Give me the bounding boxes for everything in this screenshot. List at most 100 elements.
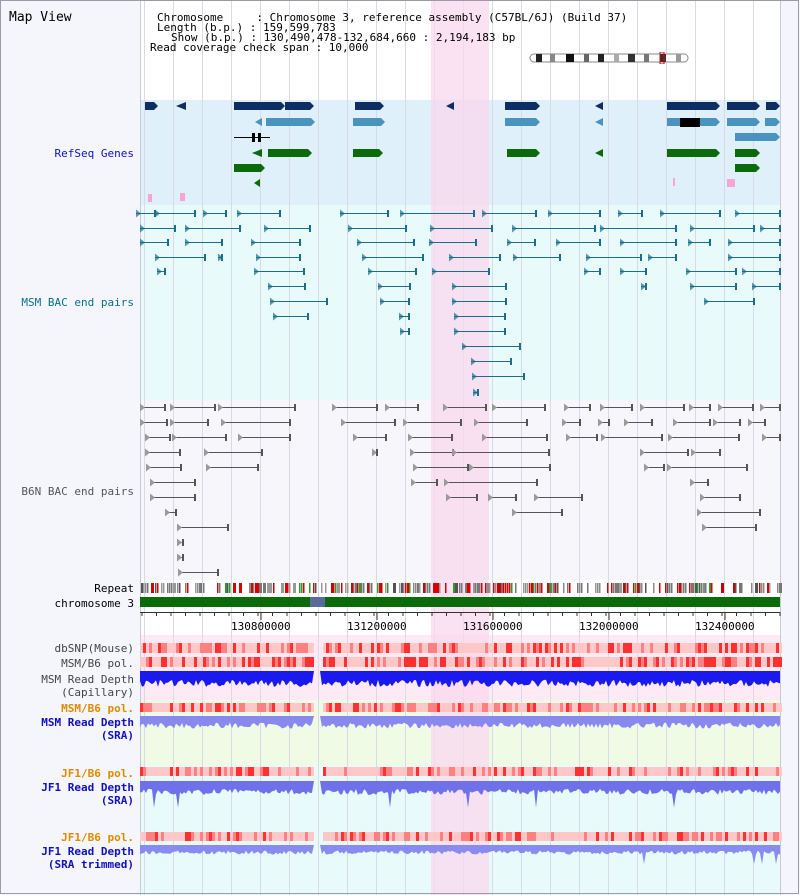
bac-end (746, 464, 748, 471)
bac-end (169, 434, 171, 441)
chromosome-ideogram[interactable] (528, 52, 690, 64)
bac-end (709, 239, 711, 246)
bac-end (601, 433, 606, 442)
track-label-dbsnp[interactable]: dbSNP(Mouse) (54, 642, 134, 655)
bac-end (409, 283, 411, 290)
gene-feature (766, 102, 776, 110)
gene-feature (735, 133, 776, 141)
msm-bac-features[interactable] (136, 209, 781, 397)
bac-end (752, 404, 754, 411)
track-label-msm-bac[interactable]: MSM BAC end pairs (21, 296, 134, 309)
bac-end (472, 372, 477, 381)
bac-end (690, 224, 695, 233)
bac-end (482, 209, 487, 218)
track-label-jf1-pol[interactable]: JF1/B6 pol. (61, 767, 134, 780)
track-label-msm-b6-pol[interactable]: MSM/B6 pol. (61, 657, 134, 670)
bac-end (704, 297, 709, 306)
gene-mark (727, 179, 735, 187)
gene-mark (148, 194, 152, 202)
read-depth-tracks[interactable] (140, 671, 780, 864)
bac-end (194, 494, 196, 501)
gene-feature (255, 118, 262, 126)
track-label-jf1-pol-2[interactable]: JF1/B6 pol. (61, 831, 134, 844)
bac-end (713, 418, 718, 427)
bac-end (675, 225, 677, 232)
bac-end (214, 404, 216, 411)
bac-end (179, 449, 181, 456)
bac-end (620, 238, 625, 247)
bac-end (596, 434, 598, 441)
track-label-b6n-bac[interactable]: B6N BAC end pairs (21, 485, 134, 498)
bac-end (482, 433, 487, 442)
bac-end (164, 404, 166, 411)
refseq-gene-features[interactable] (145, 102, 780, 202)
gene-feature-arrow (716, 149, 720, 157)
bac-end (668, 433, 673, 442)
track-label-refseq[interactable]: RefSeq Genes (54, 147, 134, 160)
bac-end (688, 238, 693, 247)
axis-tick-label-4: 132000000 (579, 620, 639, 633)
gene-feature (145, 102, 154, 110)
bac-end (451, 434, 453, 441)
bac-end (454, 327, 459, 336)
bac-end (683, 404, 685, 411)
bac-end (429, 238, 434, 247)
bac-end (534, 493, 539, 502)
bac-end (742, 267, 747, 276)
bac-end (170, 418, 175, 427)
bac-end (387, 210, 389, 217)
info-length: Length (b.p.) : 159,599,783 (157, 21, 336, 34)
label-column-bg (0, 0, 140, 895)
bac-end (779, 268, 781, 275)
gene-exon (680, 118, 700, 127)
bac-end (380, 297, 385, 306)
bac-end (372, 448, 377, 457)
bac-end (700, 493, 705, 502)
heatmap-tracks[interactable] (140, 643, 782, 841)
bac-end (618, 209, 623, 218)
bac-end (225, 210, 227, 217)
track-label-jf1-depth-2[interactable]: JF1 Read Depth (41, 845, 134, 858)
bac-end (221, 254, 223, 261)
bac-end (294, 404, 296, 411)
bac-end (166, 419, 168, 426)
bac-end (237, 209, 242, 218)
bac-end (548, 209, 553, 218)
bac-end (348, 224, 353, 233)
bac-end (691, 448, 696, 457)
bac-end (505, 298, 507, 305)
bac-end (753, 225, 755, 232)
bac-end (221, 418, 226, 427)
bac-end (675, 254, 677, 261)
bac-end (400, 209, 405, 218)
ideogram-position-marker (659, 52, 665, 64)
gene-feature (735, 164, 756, 172)
bac-end (136, 209, 141, 218)
bac-end (599, 268, 601, 275)
gene-feature (505, 102, 536, 110)
b6n-bac-features[interactable] (140, 403, 781, 577)
chromosome-bar[interactable] (140, 597, 780, 607)
bac-end (289, 419, 291, 426)
repeat-track[interactable] (141, 583, 782, 593)
bac-end (709, 404, 711, 411)
bac-end (185, 238, 190, 247)
bac-end (150, 478, 155, 487)
bac-end (174, 225, 176, 232)
track-label-repeat[interactable]: Repeat (94, 582, 134, 595)
track-label-msm-depth-capillary[interactable]: MSM Read Depth (41, 673, 134, 686)
bac-end (378, 282, 383, 291)
bac-end (217, 569, 219, 576)
axis-tick-label-5: 132400000 (695, 620, 755, 633)
bac-end (155, 253, 160, 262)
bac-end (475, 239, 477, 246)
bac-end (739, 494, 741, 501)
bac-end (561, 509, 563, 516)
track-label-chromosome[interactable]: chromosome 3 (54, 597, 134, 610)
track-label-jf1-depth[interactable]: JF1 Read Depth (41, 781, 134, 794)
track-label-msm-b6-pol-sra[interactable]: MSM/B6 pol. (61, 702, 134, 715)
bac-end (661, 434, 663, 441)
track-label-msm-depth-sra[interactable]: MSM Read Depth (41, 716, 134, 729)
bac-end (299, 239, 301, 246)
